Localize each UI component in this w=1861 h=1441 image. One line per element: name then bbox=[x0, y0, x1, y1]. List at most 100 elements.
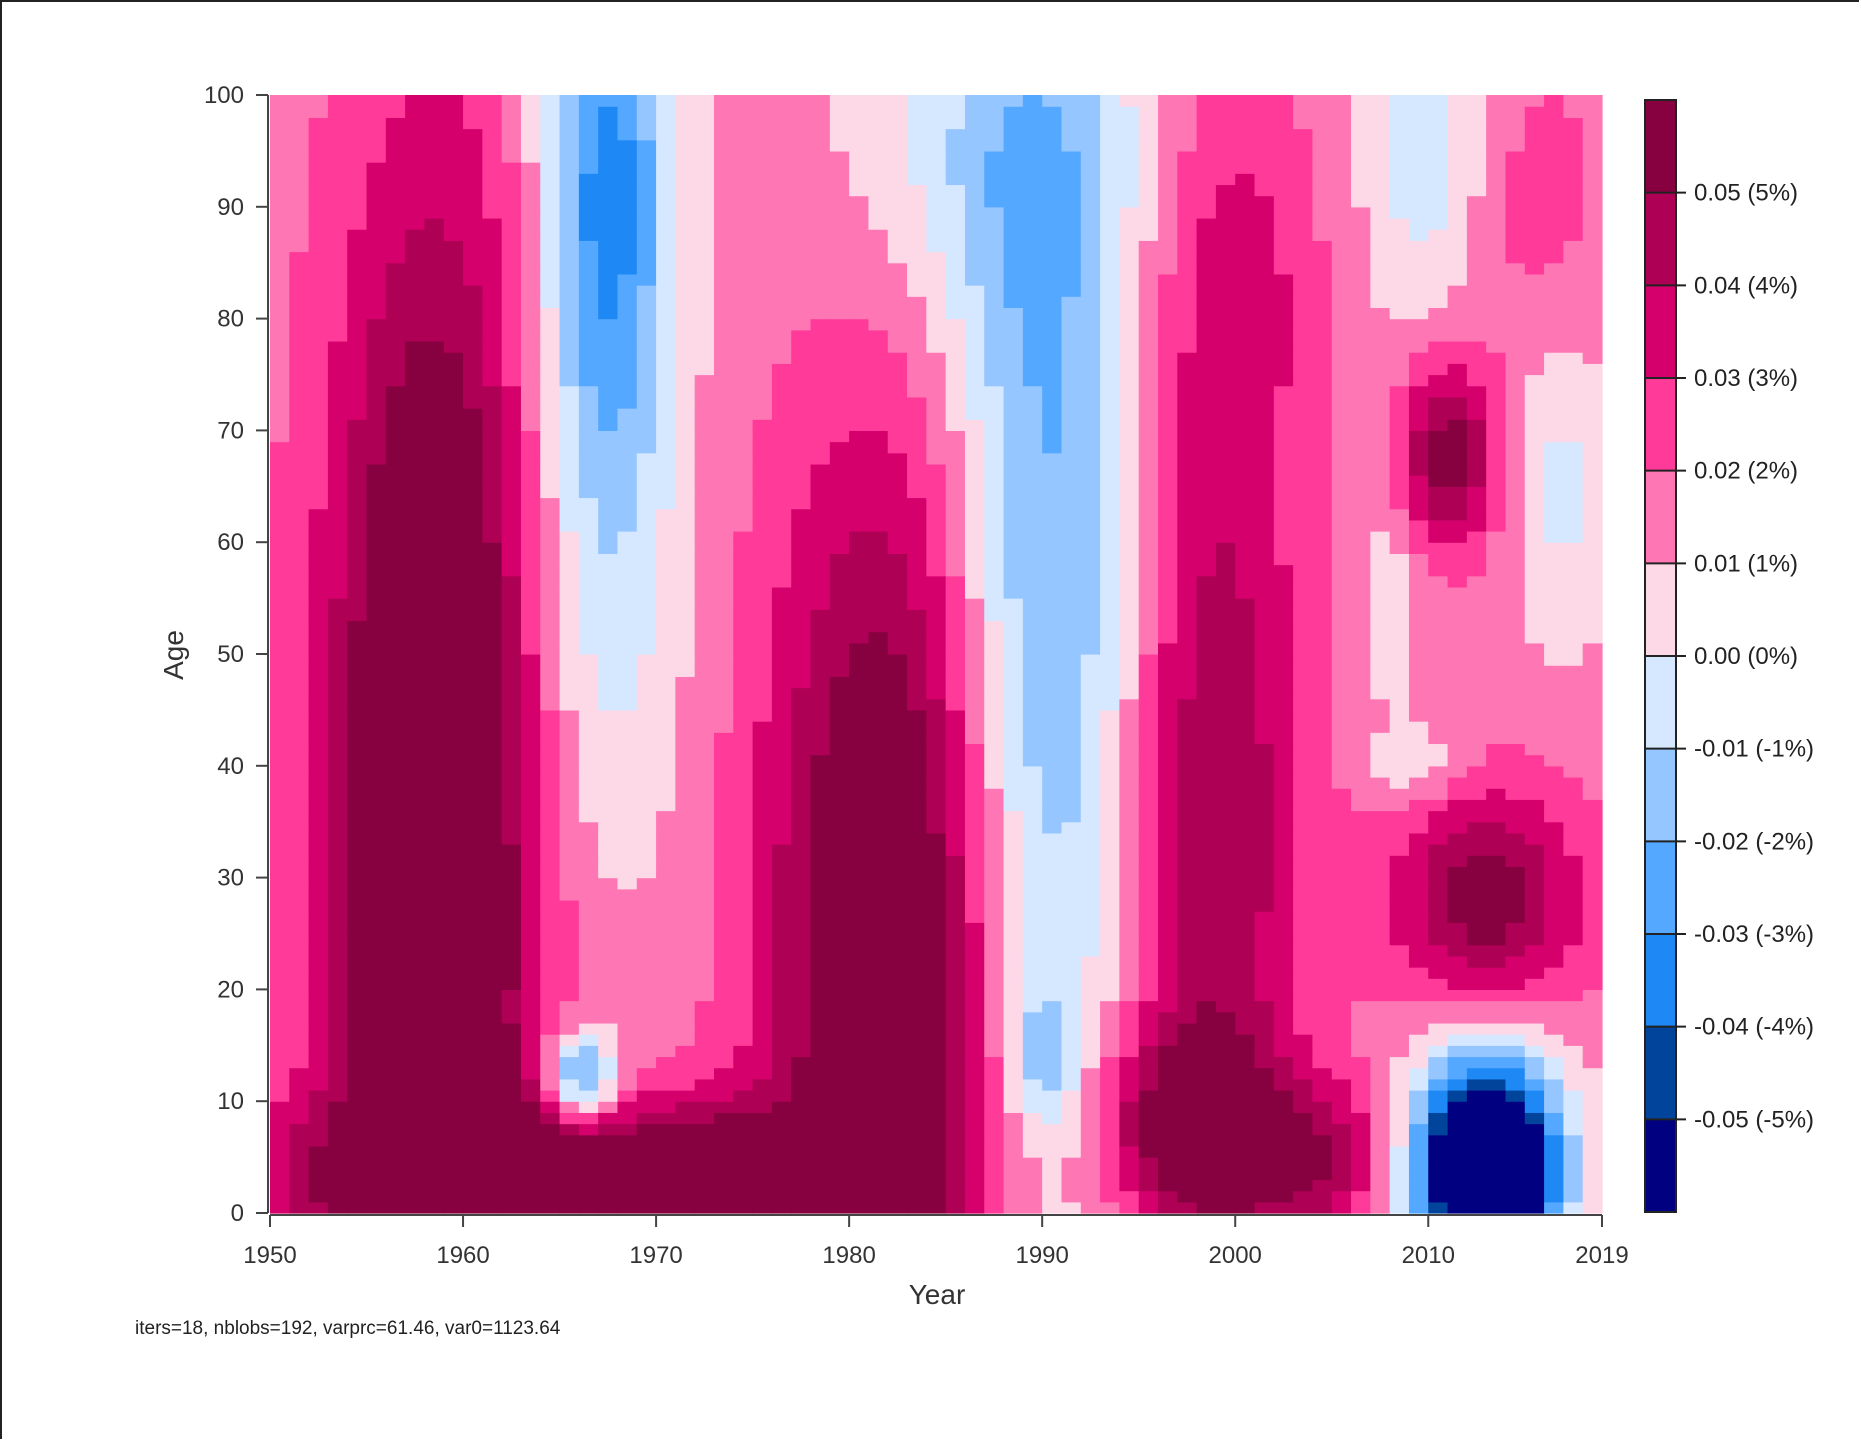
heatmap-cell bbox=[1196, 273, 1217, 286]
heatmap-cell bbox=[810, 844, 831, 856]
heatmap-cell bbox=[926, 776, 947, 789]
heatmap-cell bbox=[463, 452, 483, 465]
heatmap-cell bbox=[1158, 1201, 1178, 1214]
heatmap-cell bbox=[926, 508, 947, 521]
heatmap-cell bbox=[482, 564, 503, 577]
heatmap-cell bbox=[945, 642, 966, 655]
heatmap-cell bbox=[1215, 217, 1236, 230]
heatmap-cell bbox=[887, 95, 908, 107]
heatmap-cell bbox=[347, 1168, 368, 1181]
heatmap-cell bbox=[1080, 899, 1101, 912]
heatmap-cell bbox=[907, 743, 927, 756]
heatmap-cell bbox=[752, 519, 773, 532]
heatmap-cell bbox=[810, 989, 831, 1002]
heatmap-cell bbox=[617, 933, 638, 946]
heatmap-cell bbox=[1119, 687, 1140, 700]
heatmap-cell bbox=[327, 531, 348, 543]
heatmap-cell bbox=[385, 475, 406, 487]
heatmap-cell bbox=[1022, 888, 1043, 901]
heatmap-cell bbox=[1138, 463, 1159, 476]
heatmap-cell bbox=[1061, 799, 1082, 812]
heatmap-cell bbox=[752, 1078, 773, 1091]
heatmap-cell bbox=[771, 1067, 792, 1080]
heatmap-cell bbox=[868, 318, 889, 331]
heatmap-cell bbox=[308, 911, 329, 923]
heatmap-cell bbox=[424, 117, 445, 130]
heatmap-cell bbox=[1119, 1067, 1140, 1080]
heatmap-cell bbox=[771, 497, 792, 510]
heatmap-cell bbox=[1022, 486, 1043, 499]
heatmap-cell bbox=[347, 1112, 368, 1125]
heatmap-cell bbox=[810, 776, 831, 789]
heatmap-cell bbox=[984, 1000, 1005, 1013]
heatmap-cell bbox=[771, 229, 792, 241]
heatmap-cell bbox=[810, 273, 831, 286]
heatmap-cell bbox=[366, 709, 387, 722]
heatmap-cell bbox=[887, 1011, 908, 1024]
heatmap-cell bbox=[1042, 1056, 1063, 1069]
heatmap-cell bbox=[656, 978, 676, 990]
heatmap-cell bbox=[733, 441, 754, 454]
heatmap-cell bbox=[540, 195, 561, 208]
heatmap-cell bbox=[1042, 698, 1063, 711]
heatmap-cell bbox=[463, 743, 483, 756]
heatmap-cell bbox=[482, 978, 503, 990]
heatmap-cell bbox=[771, 1011, 792, 1024]
heatmap-cell bbox=[1042, 452, 1063, 465]
heatmap-cell bbox=[520, 754, 541, 767]
heatmap-cell bbox=[578, 743, 599, 756]
heatmap-cell bbox=[1215, 497, 1236, 510]
heatmap-cell bbox=[463, 1000, 483, 1013]
heatmap-cell bbox=[752, 262, 773, 275]
heatmap-cell bbox=[733, 195, 754, 208]
heatmap-cell bbox=[984, 430, 1005, 443]
heatmap-cell bbox=[1177, 206, 1198, 219]
heatmap-cell bbox=[656, 721, 676, 733]
heatmap-cell bbox=[694, 844, 715, 856]
heatmap-cell bbox=[984, 1179, 1005, 1192]
heatmap-cell bbox=[289, 497, 310, 510]
heatmap-cell bbox=[482, 363, 503, 376]
heatmap-cell bbox=[907, 352, 927, 364]
heatmap-cell bbox=[1042, 1201, 1063, 1214]
heatmap-cell bbox=[366, 765, 387, 778]
heatmap-cell bbox=[1042, 553, 1063, 566]
heatmap-cell bbox=[366, 832, 387, 845]
heatmap-cell bbox=[540, 665, 561, 677]
heatmap-cell bbox=[1138, 1022, 1159, 1035]
heatmap-cell bbox=[617, 195, 638, 208]
heatmap-cell bbox=[347, 206, 368, 219]
heatmap-cell bbox=[385, 508, 406, 521]
heatmap-cell bbox=[1196, 821, 1217, 834]
heatmap-cell bbox=[1138, 687, 1159, 700]
heatmap-cell bbox=[810, 866, 831, 879]
heatmap-cell bbox=[559, 117, 580, 130]
heatmap-cell bbox=[598, 553, 619, 566]
heatmap-cell bbox=[578, 419, 599, 431]
heatmap-cell bbox=[636, 1190, 657, 1203]
heatmap-cell bbox=[366, 385, 387, 398]
heatmap-cell bbox=[791, 978, 812, 990]
heatmap-cell bbox=[945, 318, 966, 331]
heatmap-cell bbox=[366, 531, 387, 543]
heatmap-cell bbox=[636, 799, 657, 812]
heatmap-cell bbox=[1003, 463, 1024, 476]
heatmap-cell bbox=[1022, 273, 1043, 286]
heatmap-cell bbox=[849, 307, 870, 320]
heatmap-cell bbox=[385, 788, 406, 800]
heatmap-cell bbox=[289, 318, 310, 331]
heatmap-cell bbox=[945, 251, 966, 264]
heatmap-cell bbox=[1158, 195, 1178, 208]
heatmap-cell bbox=[771, 1045, 792, 1058]
heatmap-cell bbox=[771, 832, 792, 845]
heatmap-cell bbox=[694, 441, 715, 454]
heatmap-cell bbox=[540, 844, 561, 856]
heatmap-cell bbox=[694, 709, 715, 722]
heatmap-cell bbox=[1042, 318, 1063, 331]
heatmap-cell bbox=[849, 352, 870, 364]
heatmap-cell bbox=[675, 419, 696, 431]
heatmap-cell bbox=[578, 1067, 599, 1080]
heatmap-cell bbox=[443, 776, 464, 789]
heatmap-cell bbox=[1100, 687, 1120, 700]
heatmap-cell bbox=[289, 967, 310, 979]
